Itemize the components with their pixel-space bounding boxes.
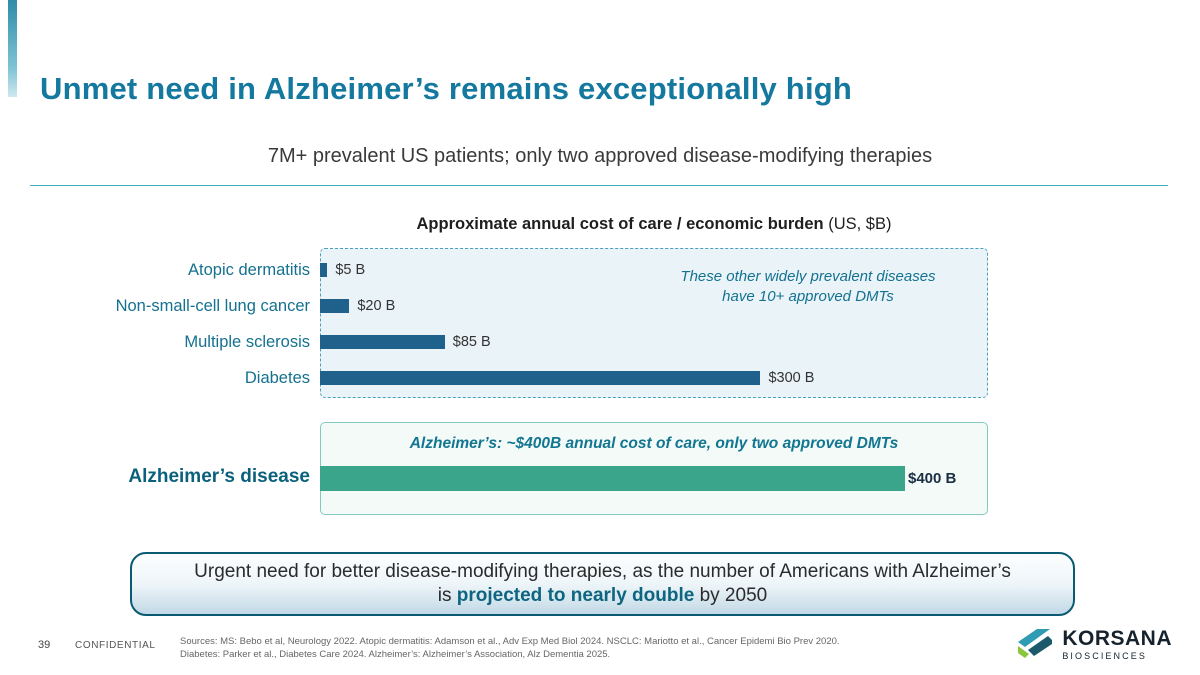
callout-line2-prefix: is — [437, 585, 457, 606]
bar-value-label: $300 B — [768, 370, 815, 386]
bar-value-label: $5 B — [335, 262, 366, 278]
callout-line2-bold: projected to nearly double — [456, 585, 695, 606]
sources-line-2: Diabetes: Parker et al., Diabetes Care 2… — [180, 649, 611, 661]
bar-row: Diabetes $300 B — [30, 360, 988, 396]
alzheimers-value-label: $400 B — [907, 470, 957, 487]
chart-title: Approximate annual cost of care / econom… — [320, 215, 988, 234]
bar — [320, 371, 761, 385]
annotation-line-2: have 10+ approved DMTs — [722, 288, 894, 306]
callout-line-2: is projected to nearly double by 2050 — [438, 584, 767, 608]
korsana-logo-name: KORSANA — [1062, 627, 1172, 650]
bar-row: Non-small-cell lung cancer $20 B — [30, 288, 988, 324]
bar-row: Multiple sclerosis $85 B — [30, 324, 988, 360]
bar-value-label: $85 B — [452, 334, 491, 350]
bar-track: $5 B — [320, 252, 988, 288]
korsana-logo: KORSANA BIOSCIENCES — [1016, 628, 1172, 661]
korsana-logo-icon — [1018, 628, 1053, 658]
korsana-logo-text: KORSANA BIOSCIENCES — [1062, 628, 1172, 661]
page-number: 39 — [38, 639, 51, 651]
bar-category-label: Multiple sclerosis — [184, 332, 310, 351]
bar — [320, 335, 445, 349]
bar-track: $300 B — [320, 360, 988, 396]
callout-line-1: Urgent need for better disease-modifying… — [194, 561, 1011, 583]
sources-text: Sources: MS: Bebo et al, Neurology 2022.… — [180, 635, 900, 662]
confidential-label: CONFIDENTIAL — [75, 640, 156, 651]
accent-bar — [8, 0, 17, 97]
korsana-logo-subtitle: BIOSCIENCES — [1062, 651, 1147, 661]
sources-line-1: Sources: MS: Bebo et al, Neurology 2022.… — [180, 636, 840, 647]
bar — [320, 263, 328, 277]
bar-category-label: Atopic dermatitis — [188, 260, 310, 279]
bar-value-label: $20 B — [357, 298, 396, 314]
bar-category-label: Diabetes — [244, 368, 310, 387]
alzheimers-bar-row: $400 B — [319, 466, 986, 491]
bar-category-label: Non-small-cell lung cancer — [115, 296, 310, 315]
slide-subtitle: 7M+ prevalent US patients; only two appr… — [267, 145, 933, 167]
bar-track: $85 B — [320, 324, 988, 360]
bar — [320, 299, 350, 313]
alzheimers-category-label: Alzheimer’s disease — [128, 466, 310, 487]
bar-rows: Atopic dermatitis $5 B Non-small-cell lung… — [30, 252, 988, 396]
annotation-line-1: These other widely prevalent diseases — [680, 268, 936, 285]
bar-track: $20 B — [320, 288, 988, 324]
chart-title-suffix: (US, $B) — [823, 215, 892, 233]
callout-line2-suffix: by 2050 — [694, 585, 768, 606]
slide-title: Unmet need in Alzheimer’s remains except… — [40, 70, 853, 106]
callout-banner: Urgent need for better disease-modifying… — [130, 552, 1075, 616]
alzheimers-bar — [319, 466, 905, 491]
alzheimers-box-title: Alzheimer’s: ~$400B annual cost of care,… — [409, 435, 899, 452]
bar-row: Atopic dermatitis $5 B — [30, 252, 988, 288]
divider-line — [30, 185, 1168, 186]
chart-title-bold: Approximate annual cost of care / econom… — [416, 215, 824, 233]
other-diseases-annotation: These other widely prevalent diseases ha… — [643, 267, 973, 308]
alzheimers-box: Alzheimer’s: ~$400B annual cost of care,… — [319, 422, 988, 515]
